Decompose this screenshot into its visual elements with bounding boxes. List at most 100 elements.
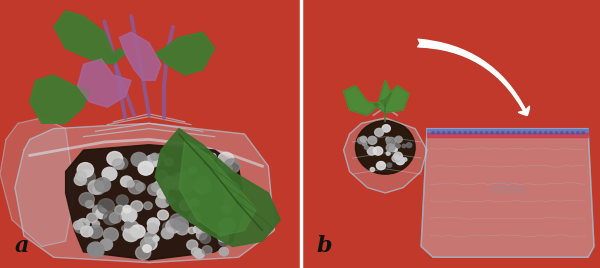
Circle shape [95,178,110,192]
Circle shape [187,240,198,250]
Polygon shape [15,123,274,263]
Circle shape [582,132,584,134]
Circle shape [394,152,403,160]
Circle shape [368,136,377,144]
Circle shape [163,176,178,189]
Circle shape [121,208,137,222]
Polygon shape [344,86,379,115]
Polygon shape [30,75,89,123]
Circle shape [73,221,83,230]
Circle shape [154,180,169,194]
Circle shape [188,212,201,224]
Circle shape [115,205,125,215]
Circle shape [364,146,368,149]
Circle shape [458,132,461,134]
Circle shape [560,132,563,134]
Circle shape [161,228,173,239]
Circle shape [96,208,107,219]
Circle shape [402,144,406,148]
Polygon shape [344,86,379,115]
Circle shape [386,137,390,141]
Circle shape [566,132,568,134]
Circle shape [202,187,210,193]
Circle shape [464,132,466,134]
Circle shape [555,132,557,134]
Circle shape [79,193,94,206]
Circle shape [176,173,185,182]
Circle shape [358,137,365,144]
Circle shape [93,184,104,194]
Circle shape [191,248,200,256]
Circle shape [163,222,175,233]
Circle shape [218,232,229,242]
Circle shape [74,222,87,233]
Circle shape [98,199,115,214]
Circle shape [218,152,234,166]
Circle shape [406,143,412,148]
Circle shape [386,152,390,155]
Circle shape [453,132,455,134]
Circle shape [157,170,167,181]
Circle shape [76,171,86,181]
Circle shape [80,226,93,237]
Circle shape [170,214,186,229]
Circle shape [166,219,181,233]
Circle shape [94,248,104,256]
Circle shape [395,144,400,148]
Circle shape [157,188,168,198]
Circle shape [177,178,193,193]
Circle shape [480,132,482,134]
Circle shape [194,179,211,194]
Circle shape [218,237,229,246]
Circle shape [394,148,397,152]
Circle shape [144,232,157,244]
Circle shape [448,132,451,134]
Circle shape [529,132,531,134]
Circle shape [124,222,131,228]
Circle shape [507,132,509,134]
Circle shape [226,218,233,224]
Circle shape [518,132,520,134]
Circle shape [173,217,188,231]
Circle shape [131,152,147,167]
Circle shape [172,173,186,186]
Circle shape [151,153,158,161]
Text: a: a [15,235,29,257]
Circle shape [545,132,547,134]
Circle shape [577,132,579,134]
Circle shape [386,137,395,146]
Circle shape [219,247,229,256]
Circle shape [143,245,151,252]
Circle shape [221,205,232,214]
Circle shape [382,125,391,132]
Circle shape [131,225,145,238]
Polygon shape [77,59,131,107]
Circle shape [224,159,240,173]
Circle shape [164,158,173,166]
Polygon shape [119,32,161,80]
Circle shape [496,132,499,134]
Circle shape [102,167,117,181]
Circle shape [114,157,128,169]
Circle shape [109,212,121,223]
Circle shape [225,198,235,207]
Circle shape [88,225,103,238]
Circle shape [136,183,145,191]
Circle shape [403,158,407,161]
Polygon shape [155,32,215,75]
Circle shape [362,142,367,146]
Circle shape [224,198,230,204]
Circle shape [158,210,169,220]
Circle shape [188,227,196,234]
Circle shape [539,132,542,134]
Circle shape [123,227,139,241]
Circle shape [74,174,86,185]
Circle shape [128,180,143,194]
Circle shape [217,167,224,172]
Circle shape [512,132,515,134]
Circle shape [196,230,207,240]
Circle shape [116,195,128,206]
Circle shape [391,145,395,149]
Circle shape [136,246,151,259]
Circle shape [153,236,159,241]
